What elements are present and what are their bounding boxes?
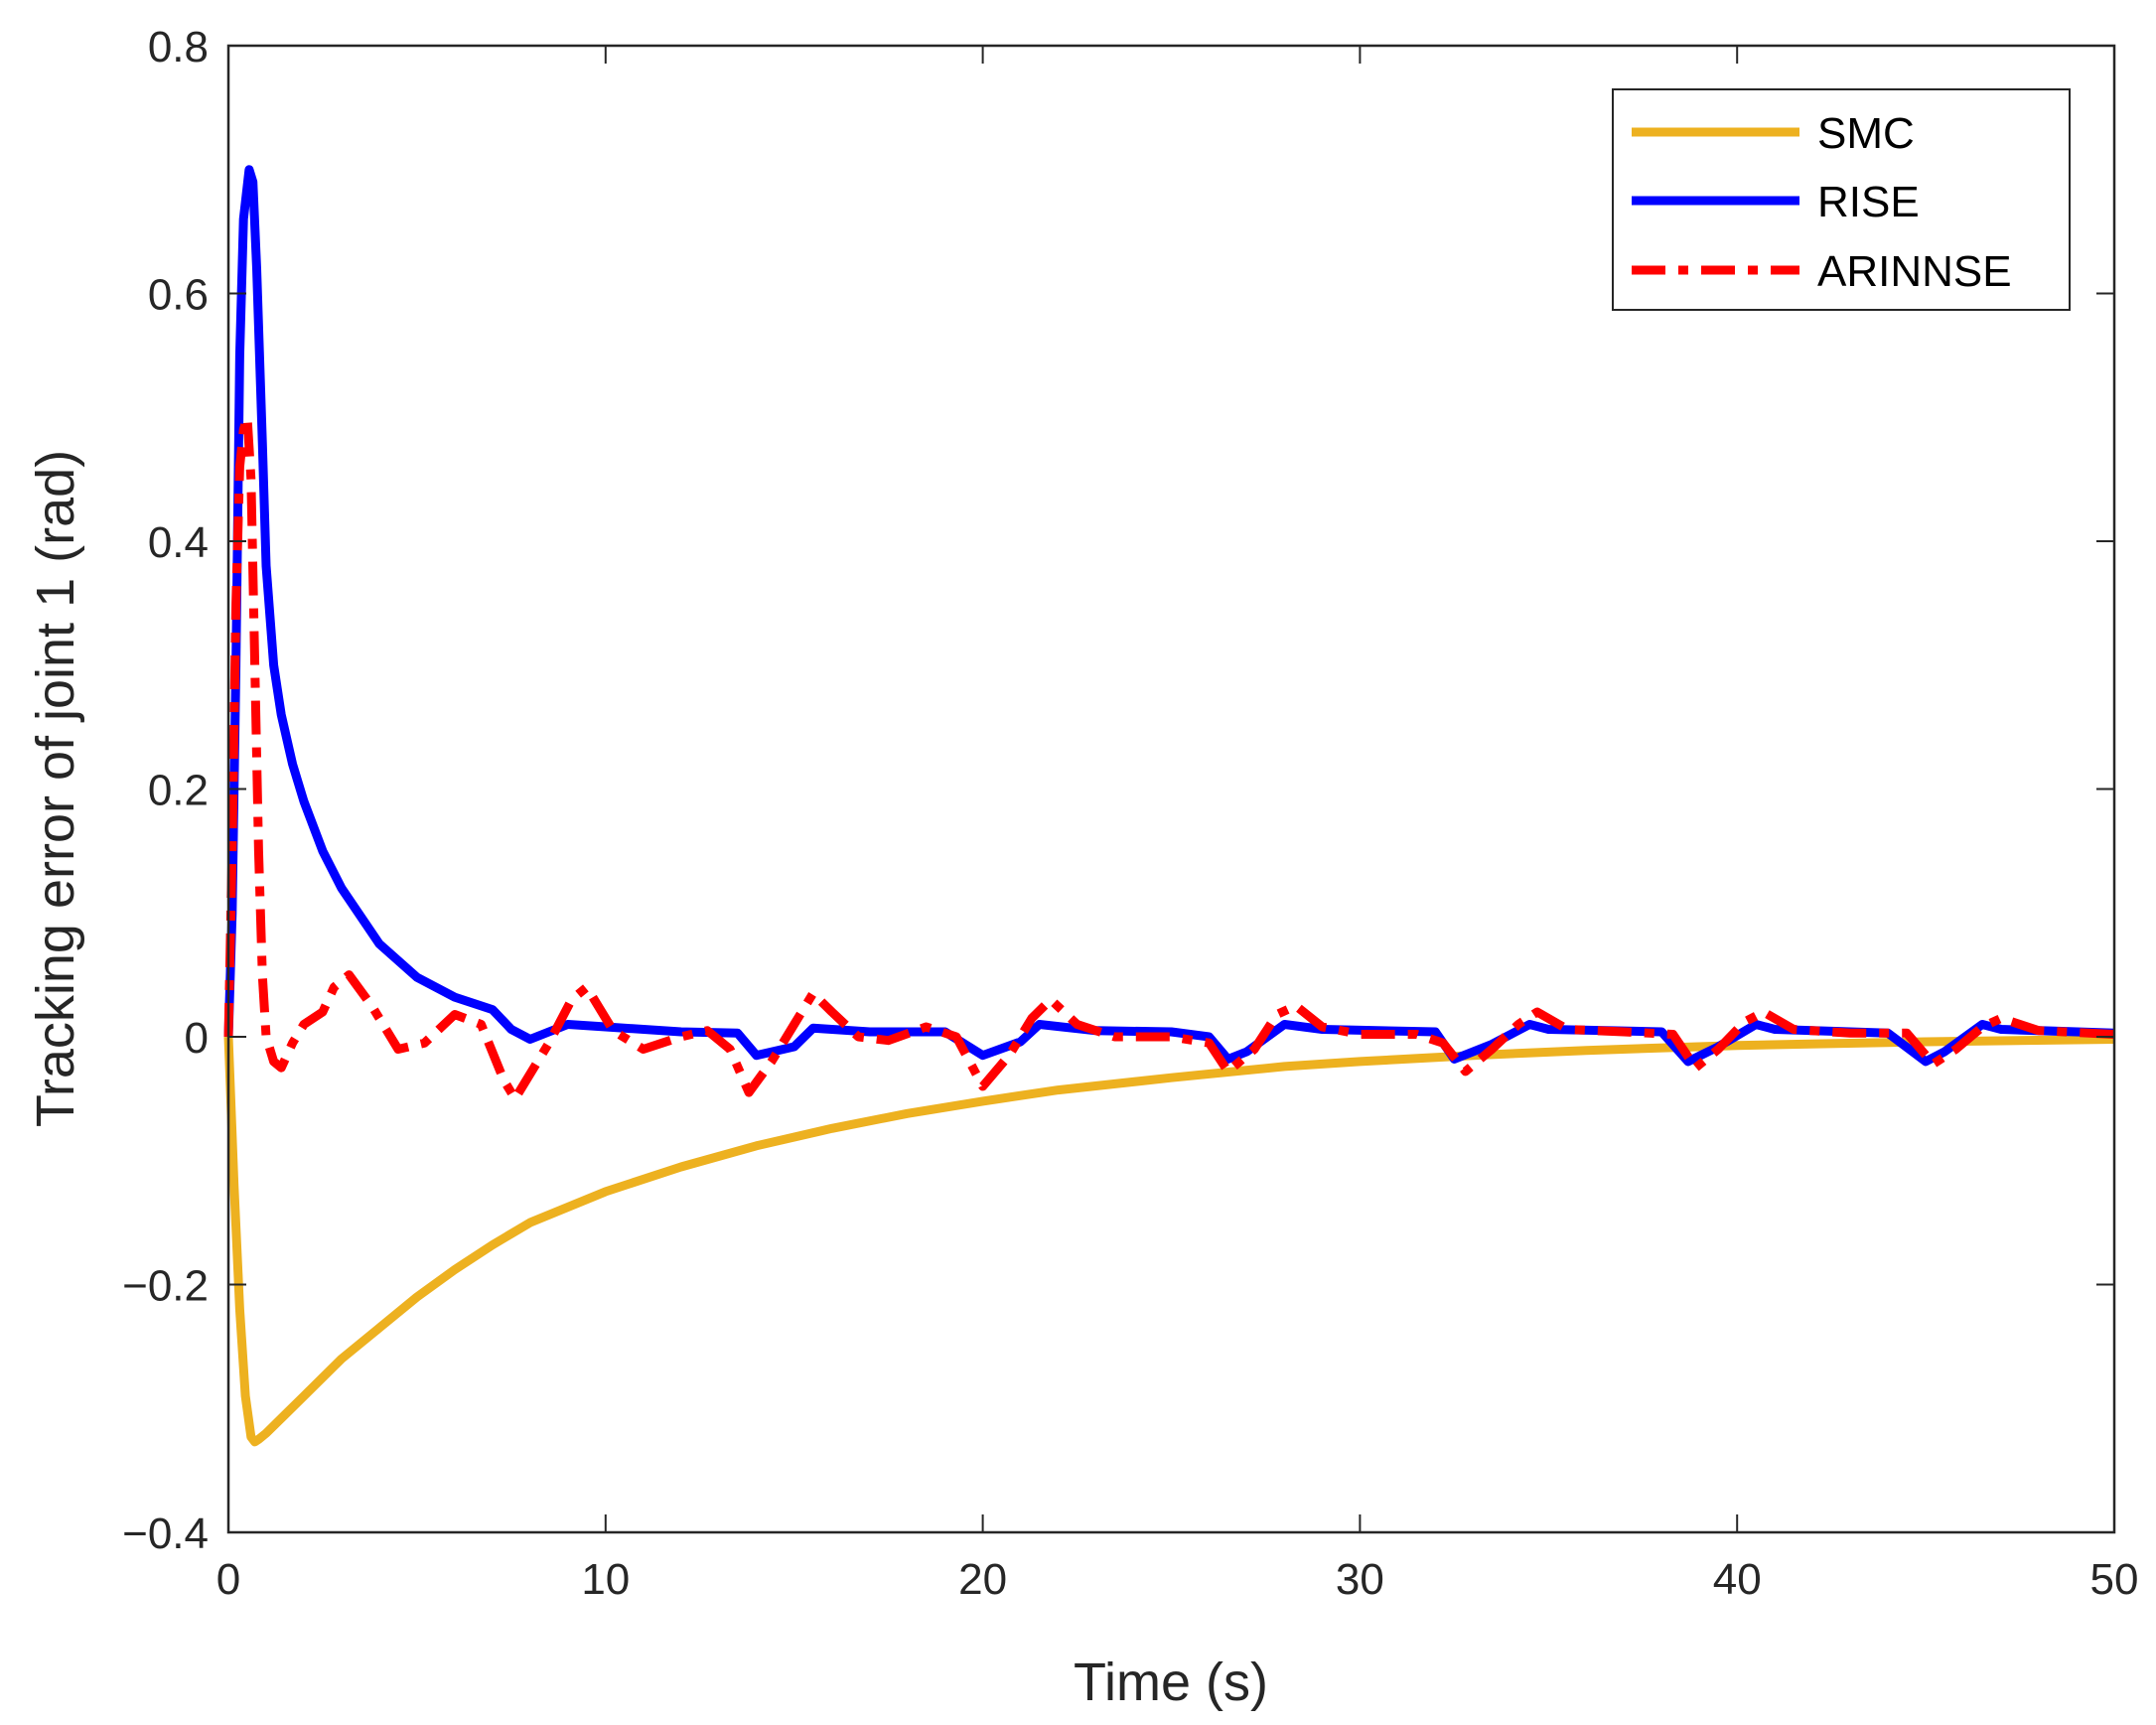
y-tick-label: 0.8: [148, 23, 209, 72]
legend-label-smc: SMC: [1817, 109, 1915, 158]
x-tick-label: 50: [2090, 1555, 2139, 1604]
y-tick-label: −0.4: [122, 1509, 209, 1558]
axes-box: [226, 44, 2116, 1534]
legend-entry-rise: RISE: [1632, 178, 1920, 226]
y-tick-label: −0.2: [122, 1262, 209, 1311]
y-axis-label: Tracking error of joint 1 (rad): [26, 450, 85, 1127]
tick-labels-layer: 0 10 20 30 40 50 −0.4 −0.2 0 0.2 0.4 0.6 0.8: [122, 23, 2138, 1604]
x-tick-label: 20: [958, 1555, 1007, 1604]
legend-label-rise: RISE: [1817, 178, 1920, 226]
y-tick-label: 0.6: [148, 271, 209, 320]
series-line-rise: [223, 165, 2115, 1067]
series-layer: [223, 165, 2115, 1447]
y-tick-label: 0: [185, 1014, 209, 1063]
y-tick-label: 0.2: [148, 767, 209, 815]
x-tick-label: 0: [216, 1555, 240, 1604]
x-axis-label: Time (s): [1074, 1653, 1268, 1712]
x-tick-label: 30: [1336, 1555, 1384, 1604]
y-tick-label: 0.4: [148, 518, 209, 567]
x-tick-label: 40: [1713, 1555, 1762, 1604]
x-tick-label: 10: [581, 1555, 630, 1604]
series-line-arinnse: [223, 412, 2115, 1103]
legend: SMC RISE ARINNSE: [1612, 88, 2071, 311]
series-line-smc: [223, 1035, 2115, 1447]
legend-label-arinnse: ARINNSE: [1817, 247, 2012, 296]
legend-entry-arinnse: ARINNSE: [1632, 247, 2012, 296]
legend-entry-smc: SMC: [1632, 109, 1915, 158]
